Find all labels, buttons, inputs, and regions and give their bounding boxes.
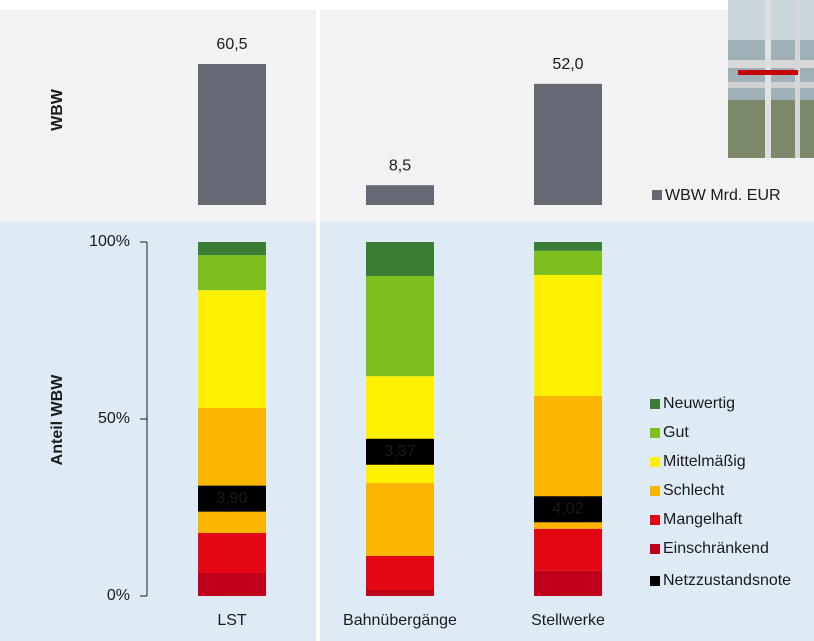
y-tick-label: 100%	[89, 233, 130, 250]
wbw-bar	[534, 83, 602, 205]
segment	[366, 555, 434, 590]
segment	[534, 528, 602, 571]
legend-marker	[650, 486, 660, 496]
wbw-bar	[366, 185, 434, 205]
value-label: 60,5	[216, 36, 247, 53]
top-y-label: WBW	[49, 88, 66, 131]
legend-label: Einschränkend	[663, 540, 769, 557]
segment	[366, 275, 434, 377]
score-label: 3,37	[384, 443, 415, 460]
panel-separator	[316, 10, 320, 641]
score-box	[366, 438, 434, 465]
legend-marker	[650, 544, 660, 554]
segment	[198, 255, 266, 291]
legend-label: Mittelmäßig	[663, 453, 746, 470]
legend-marker	[652, 190, 662, 200]
legend-marker	[650, 576, 660, 586]
segment	[198, 242, 266, 256]
legend-label: Netzzustandsnote	[663, 572, 791, 589]
legend-label: WBW Mrd. EUR	[665, 187, 781, 204]
legend-marker	[650, 428, 660, 438]
segment	[534, 250, 602, 275]
legend-label: Gut	[663, 424, 689, 441]
segment	[366, 589, 434, 596]
score-box	[198, 485, 266, 512]
legend-label: Schlecht	[663, 482, 725, 499]
wbw-bar	[198, 64, 266, 205]
segment	[366, 242, 434, 276]
score-label: 3,90	[216, 490, 247, 507]
legend-marker	[650, 399, 660, 409]
segment	[534, 570, 602, 596]
legend-label: Neuwertig	[663, 395, 735, 412]
y-tick-label: 0%	[107, 587, 130, 604]
value-label: 52,0	[552, 56, 583, 73]
segment	[534, 242, 602, 251]
legend-label: Mangelhaft	[663, 511, 743, 528]
segment	[198, 532, 266, 573]
segment	[366, 376, 434, 484]
x-tick-label: Stellwerke	[531, 612, 605, 629]
y-tick-label: 50%	[98, 410, 130, 427]
segment	[198, 290, 266, 409]
score-label: 4,02	[552, 500, 583, 517]
value-label: 8,5	[389, 157, 411, 174]
legend-marker	[650, 457, 660, 467]
segment	[366, 483, 434, 556]
segment	[198, 572, 266, 596]
score-box	[534, 496, 602, 523]
segment	[198, 408, 266, 533]
x-tick-label: Bahnübergänge	[343, 612, 457, 629]
photo	[728, 0, 814, 158]
bottom-y-label: Anteil WBW	[49, 374, 66, 466]
legend-marker	[650, 515, 660, 525]
segment	[534, 274, 602, 396]
x-tick-label: LST	[217, 612, 247, 629]
